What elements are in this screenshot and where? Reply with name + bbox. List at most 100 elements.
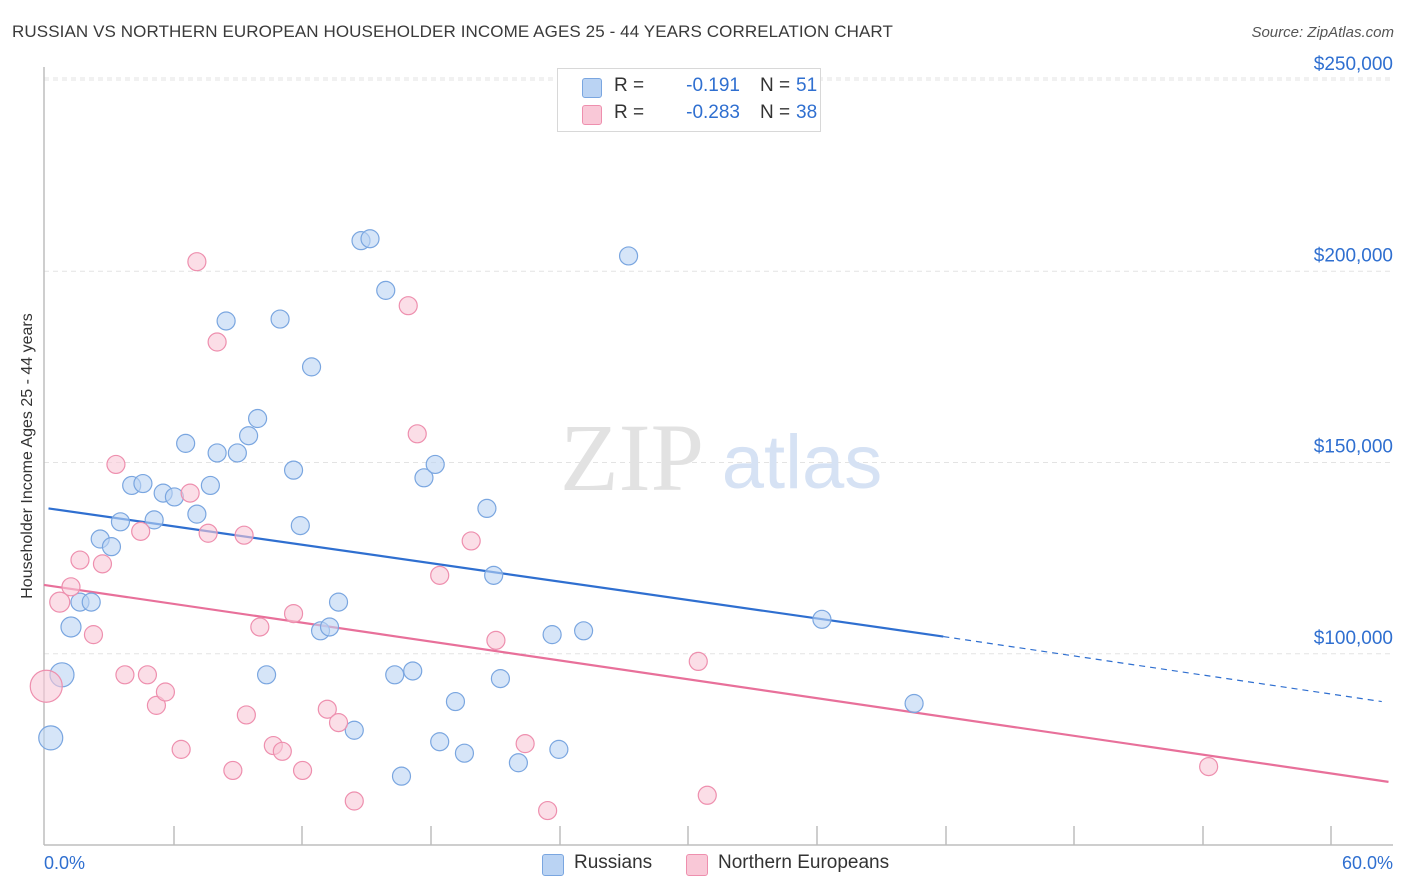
- northern-europeans-point: [106, 454, 126, 475]
- russians-point: [110, 512, 131, 532]
- russians-point: [283, 460, 304, 480]
- northern-europeans-point: [83, 625, 104, 645]
- northern-europeans-point: [155, 682, 176, 702]
- northern-europeans-point: [407, 424, 427, 444]
- russians-point: [391, 766, 412, 786]
- northern-europeans-point: [538, 800, 558, 821]
- russians-point: [376, 280, 396, 300]
- legend-n-label: N =: [760, 102, 791, 123]
- axes: [43, 67, 1393, 846]
- x-tick-label: 0.0%: [44, 853, 85, 873]
- y-tick-label: $250,000: [1314, 54, 1393, 75]
- russians-point: [238, 426, 259, 446]
- russians-point: [216, 311, 236, 331]
- data-points: [29, 229, 1219, 821]
- russians-point: [344, 720, 364, 740]
- x-tick-labels: 0.0% 60.0%: [44, 853, 1393, 873]
- northern-europeans-point: [688, 651, 708, 672]
- northern-europeans-point: [292, 760, 313, 781]
- northern-europeans-point: [29, 669, 63, 703]
- russians-point: [618, 246, 639, 266]
- russians-point: [319, 617, 340, 637]
- northern-europeans-point: [49, 591, 71, 613]
- northern-europeans-point: [198, 523, 218, 543]
- russians-point: [144, 510, 164, 530]
- northern-europeans-point: [1199, 756, 1219, 777]
- northern-europeans-point: [207, 332, 227, 352]
- series-swatch-russians: [542, 854, 564, 876]
- northern-europeans-point: [171, 739, 191, 759]
- russians-point: [812, 609, 832, 629]
- y-tick-label: $100,000: [1314, 628, 1393, 649]
- northern-europeans-point: [187, 252, 207, 272]
- grid-lines: [44, 77, 1393, 655]
- northern-europeans-point: [398, 296, 418, 316]
- y-axis-title: Householder Income Ages 25 - 44 years: [19, 313, 36, 599]
- russians-point: [133, 473, 153, 494]
- russians-point: [403, 661, 423, 681]
- y-tick-label: $200,000: [1314, 245, 1393, 266]
- russians-point: [542, 625, 562, 645]
- correlation-legend: R = -0.191 N = 51 R = -0.283 N = 38: [557, 68, 821, 132]
- northern-europeans-point: [430, 565, 450, 585]
- russians-trend-extension: [943, 635, 1382, 703]
- russians-point: [164, 487, 185, 507]
- northern-europeans-point: [486, 630, 506, 650]
- northern-europeans-point: [515, 734, 535, 754]
- northern-europeans-point: [223, 760, 243, 781]
- russians-point: [385, 665, 405, 685]
- northern-europeans-point: [283, 603, 304, 624]
- russians-point: [454, 743, 475, 763]
- northern-europeans-point: [272, 741, 292, 761]
- northern-europeans-point: [317, 699, 337, 719]
- russians-point: [445, 691, 466, 712]
- russians-point: [187, 504, 207, 524]
- russians-point: [360, 229, 380, 249]
- northern-europeans-point: [328, 713, 349, 733]
- russians-point: [81, 592, 101, 612]
- northern-europeans-point: [250, 617, 270, 637]
- russians-point: [328, 592, 349, 612]
- russians-point: [490, 669, 511, 689]
- northern-europeans-point: [234, 525, 254, 545]
- russians-point: [247, 408, 268, 429]
- northern-europeans-point: [131, 521, 151, 541]
- northern-europeans-trend-line: [43, 583, 1389, 783]
- watermark: ZIP atlas: [560, 404, 882, 511]
- northern-europeans-point: [344, 791, 364, 811]
- russians-point: [425, 454, 445, 475]
- russians-point: [430, 732, 450, 752]
- northern-europeans-point: [137, 665, 158, 685]
- northern-europeans-point: [92, 554, 113, 574]
- russians-point: [484, 565, 504, 585]
- russians-point: [200, 475, 220, 496]
- russians-point: [256, 665, 277, 685]
- legend-r-label: R =: [614, 102, 645, 123]
- northern-europeans-point: [146, 695, 167, 715]
- russians-point: [301, 357, 322, 377]
- russians-point: [270, 309, 290, 329]
- y-tick-labels: $100,000 $150,000 $200,000 $250,000: [1314, 54, 1393, 649]
- russians-point: [290, 516, 310, 536]
- legend-swatch-northern-europeans: [582, 105, 602, 125]
- source-label: Source: ZipAtlas.com: [1251, 24, 1394, 41]
- x-tick-label: 60.0%: [1342, 853, 1393, 873]
- trend-lines: [43, 507, 1389, 783]
- chart-title: RUSSIAN VS NORTHERN EUROPEAN HOUSEHOLDER…: [12, 22, 893, 41]
- russians-point: [549, 739, 569, 759]
- northern-europeans-point: [180, 483, 200, 503]
- legend-n-value: 51: [796, 75, 818, 96]
- northern-europeans-point: [70, 550, 90, 570]
- legend-swatch-russians: [582, 78, 602, 98]
- northern-europeans-point: [236, 705, 256, 725]
- legend-n-value: 38: [796, 102, 818, 123]
- russians-point: [176, 433, 196, 453]
- y-tick-label: $150,000: [1314, 437, 1393, 458]
- russians-point: [414, 468, 434, 488]
- russians-point: [904, 693, 924, 714]
- legend-r-value: -0.283: [686, 102, 740, 123]
- russians-point: [101, 537, 122, 557]
- legend-r-label: R =: [614, 75, 645, 96]
- series-label-northern-europeans: Northern Europeans: [718, 852, 890, 873]
